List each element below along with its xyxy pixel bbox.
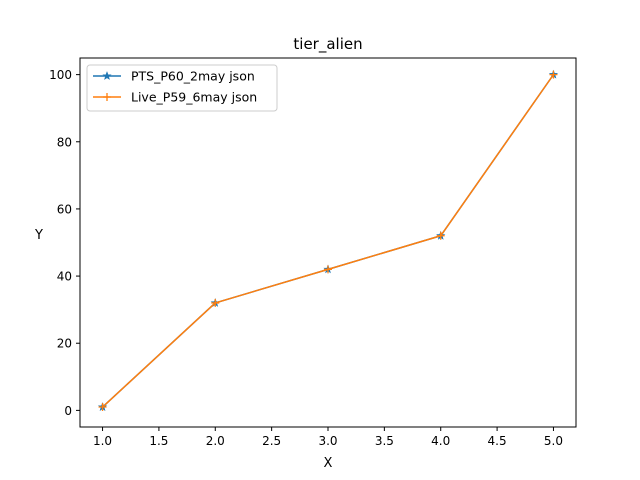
data-point (98, 403, 107, 412)
axes-frame (79, 57, 577, 428)
y-tick-label: 0 (64, 404, 72, 418)
y-tick-label: 60 (57, 202, 72, 216)
legend-swatch-marker (102, 71, 112, 80)
x-tick-label: 1.0 (93, 434, 112, 448)
x-tick-label: 2.0 (206, 434, 225, 448)
x-tick-label: 2.5 (262, 434, 281, 448)
y-tick-label: 100 (49, 68, 72, 82)
data-point (211, 298, 220, 307)
x-tick-label: 4.0 (431, 434, 450, 448)
legend-swatch-marker (103, 93, 111, 101)
data-point (436, 231, 445, 240)
y-axis-label: Y (34, 228, 43, 243)
series-2 (98, 70, 558, 412)
y-tick-label: 40 (57, 270, 72, 284)
x-axis-label: X (324, 456, 333, 471)
x-tick-label: 3.0 (318, 434, 337, 448)
y-tick-label: 20 (57, 337, 72, 351)
legend-entry: PTS_P60_2may json (93, 69, 255, 84)
legend-box (86, 64, 278, 112)
x-tick-label: 3.5 (375, 434, 394, 448)
legend-label: PTS_P60_2may json (131, 69, 255, 84)
legend: PTS_P60_2may json Live_P59_6may json (86, 64, 278, 112)
x-tick-label: 1.5 (149, 434, 168, 448)
x-tick-label: 5.0 (544, 434, 563, 448)
legend-entry: Live_P59_6may json (93, 90, 257, 105)
y-tick-label: 80 (57, 135, 72, 149)
axis-ticks: 1.0 1.5 2.0 2.5 3.0 3.5 4.0 4.5 5.0 0 20 40 60 80 100 (49, 68, 563, 448)
chart-title: tier_alien (293, 35, 362, 54)
x-tick-label: 4.5 (488, 434, 507, 448)
data-point (549, 70, 558, 79)
legend-entries: PTS_P60_2may json Live_P59_6may json (93, 69, 257, 105)
series-group (97, 69, 559, 412)
legend-label: Live_P59_6may json (131, 90, 257, 105)
data-point (324, 265, 332, 274)
